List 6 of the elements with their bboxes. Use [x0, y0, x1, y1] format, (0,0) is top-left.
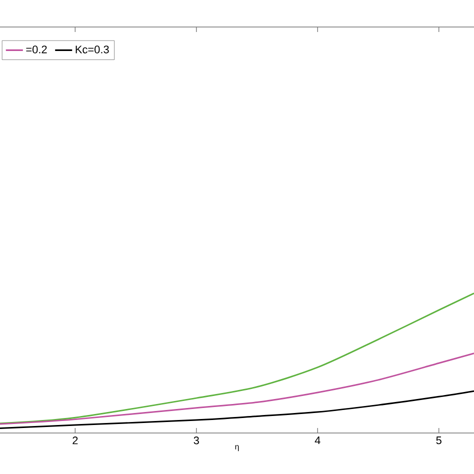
x-tick-label: 3 [194, 436, 199, 444]
x-tick-label: 2 [72, 436, 78, 444]
legend-label: =0.2 [26, 46, 47, 54]
x-tick-label: 5 [436, 436, 442, 444]
x-tick-label: 4 [314, 436, 320, 444]
legend-label: Kc=0.3 [76, 46, 109, 54]
